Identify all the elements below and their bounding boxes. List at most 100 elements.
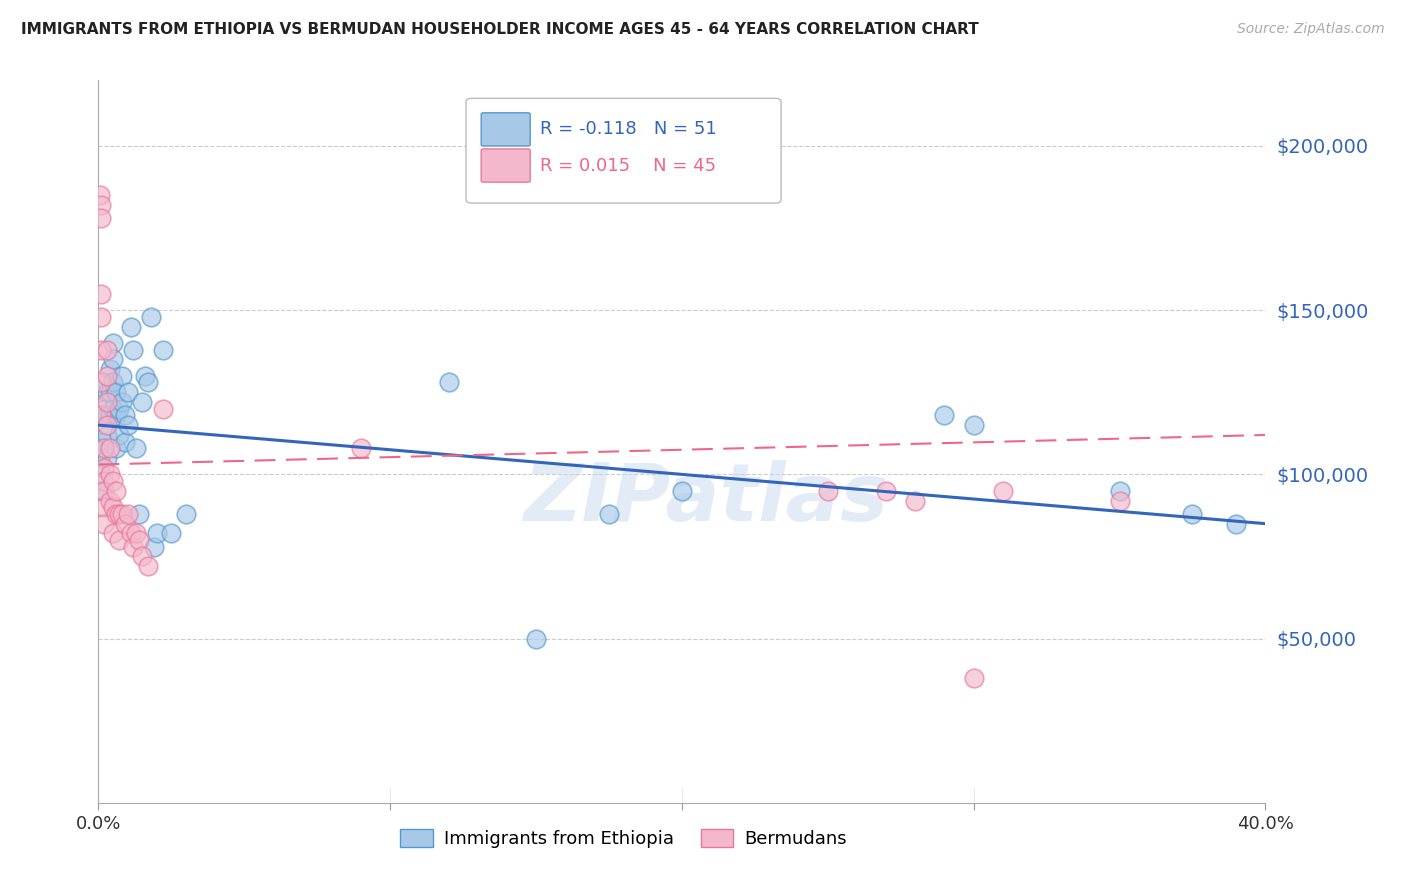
Point <box>111 395 134 409</box>
Point <box>96 343 118 357</box>
Point <box>136 376 159 390</box>
Point <box>91 434 114 449</box>
Point <box>111 507 134 521</box>
Point <box>98 467 121 482</box>
Point <box>104 441 127 455</box>
Point <box>962 418 984 433</box>
Point <box>90 483 112 498</box>
Point <box>89 450 111 465</box>
Point <box>524 632 547 646</box>
Point <box>93 376 115 390</box>
Point <box>125 526 148 541</box>
Point <box>90 286 112 301</box>
Point <box>98 362 121 376</box>
Point <box>1108 483 1130 498</box>
Point <box>101 376 124 390</box>
Point <box>817 483 839 498</box>
Point <box>122 343 145 357</box>
Text: R = -0.118   N = 51: R = -0.118 N = 51 <box>540 120 716 138</box>
FancyBboxPatch shape <box>481 112 530 146</box>
Point <box>350 441 373 455</box>
Text: Source: ZipAtlas.com: Source: ZipAtlas.com <box>1237 22 1385 37</box>
Point <box>90 310 112 324</box>
Point <box>104 483 127 498</box>
Point <box>104 507 127 521</box>
Point <box>120 526 142 541</box>
Point <box>93 401 115 416</box>
Point <box>104 409 127 423</box>
Point <box>128 533 150 547</box>
Point <box>125 441 148 455</box>
Point <box>671 483 693 498</box>
Point <box>101 401 124 416</box>
Point <box>93 516 115 531</box>
Point <box>875 483 897 498</box>
Point <box>104 385 127 400</box>
Point <box>89 188 111 202</box>
Point <box>114 434 136 449</box>
Point <box>108 428 131 442</box>
Point <box>90 409 112 423</box>
Point <box>90 211 112 226</box>
Point <box>101 474 124 488</box>
Point <box>98 493 121 508</box>
Point <box>437 376 460 390</box>
Point <box>93 483 115 498</box>
Point <box>93 460 115 475</box>
Point <box>991 483 1014 498</box>
Legend: Immigrants from Ethiopia, Bermudans: Immigrants from Ethiopia, Bermudans <box>394 822 853 855</box>
Point <box>90 376 112 390</box>
Point <box>146 526 169 541</box>
Point <box>96 450 118 465</box>
Point <box>101 352 124 367</box>
Text: IMMIGRANTS FROM ETHIOPIA VS BERMUDAN HOUSEHOLDER INCOME AGES 45 - 64 YEARS CORRE: IMMIGRANTS FROM ETHIOPIA VS BERMUDAN HOU… <box>21 22 979 37</box>
Point <box>152 343 174 357</box>
Point <box>131 395 153 409</box>
Point <box>90 198 112 212</box>
Point <box>108 507 131 521</box>
Text: R = 0.015    N = 45: R = 0.015 N = 45 <box>540 156 716 175</box>
Point <box>114 409 136 423</box>
Point <box>96 409 118 423</box>
Point <box>1181 507 1204 521</box>
Point <box>93 441 115 455</box>
Point <box>136 559 159 574</box>
Point <box>96 418 118 433</box>
Point <box>108 533 131 547</box>
Point <box>98 385 121 400</box>
FancyBboxPatch shape <box>465 98 782 203</box>
Point <box>160 526 183 541</box>
Point <box>93 474 115 488</box>
Point <box>152 401 174 416</box>
Point <box>142 540 165 554</box>
Text: ZIPatlas: ZIPatlas <box>523 460 887 539</box>
Point <box>90 343 112 357</box>
Point <box>128 507 150 521</box>
Point <box>96 368 118 383</box>
Point <box>101 526 124 541</box>
Point <box>108 401 131 416</box>
Point <box>98 409 121 423</box>
Point <box>96 395 118 409</box>
Point <box>120 319 142 334</box>
Point <box>90 467 112 482</box>
Point <box>134 368 156 383</box>
Point <box>131 549 153 564</box>
Point <box>101 500 124 515</box>
Point <box>114 516 136 531</box>
Point <box>98 441 121 455</box>
Point <box>139 310 162 324</box>
Point <box>598 507 620 521</box>
Point <box>101 336 124 351</box>
Point <box>174 507 197 521</box>
Point <box>96 385 118 400</box>
Point <box>93 500 115 515</box>
Point <box>111 368 134 383</box>
FancyBboxPatch shape <box>481 149 530 182</box>
Point <box>93 441 115 455</box>
Point <box>117 418 139 433</box>
Point <box>122 540 145 554</box>
Point <box>96 428 118 442</box>
Point <box>962 671 984 685</box>
Point <box>117 385 139 400</box>
